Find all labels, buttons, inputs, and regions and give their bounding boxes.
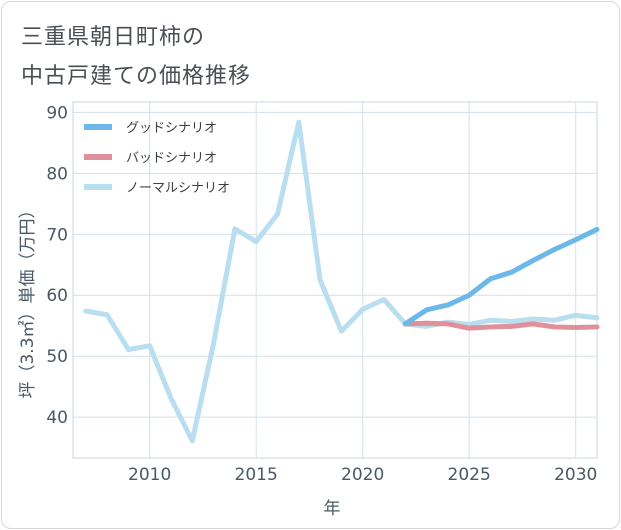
y-tick-label: 80 bbox=[46, 164, 68, 184]
y-tick-label: 40 bbox=[46, 408, 68, 428]
x-tick-label: 2015 bbox=[235, 465, 278, 485]
x-tick-label: 2030 bbox=[554, 465, 597, 485]
legend-label: ノーマルシナリオ bbox=[126, 181, 230, 196]
series-line bbox=[402, 226, 600, 327]
x-tick-label: 2020 bbox=[341, 465, 384, 485]
series-line bbox=[402, 320, 600, 331]
legend-label: バッドシナリオ bbox=[126, 151, 217, 166]
x-tick-labels: 2010 2015 2020 2025 2030 bbox=[128, 465, 597, 485]
y-tick-label: 60 bbox=[46, 286, 68, 306]
y-axis-title: 坪（3.3㎡）単価（万円） bbox=[18, 201, 38, 398]
y-tick-label: 90 bbox=[46, 103, 68, 123]
series-lines bbox=[83, 119, 600, 444]
x-axis-title: 年 bbox=[324, 499, 341, 519]
gridlines bbox=[73, 102, 597, 458]
y-tick-label: 50 bbox=[46, 347, 68, 367]
x-tick-label: 2025 bbox=[448, 465, 491, 485]
series-line bbox=[83, 119, 600, 444]
y-tick-label: 70 bbox=[46, 225, 68, 245]
x-tick-label: 2010 bbox=[128, 465, 171, 485]
chart-title-line-2: 中古戸建ての価格推移 bbox=[21, 64, 252, 89]
legend-label: グッドシナリオ bbox=[126, 121, 217, 136]
chart-title-line-1: 三重県朝日町柿の bbox=[21, 25, 206, 50]
y-tick-labels: 40 50 60 70 80 90 bbox=[46, 103, 68, 428]
plot-area bbox=[72, 101, 598, 459]
